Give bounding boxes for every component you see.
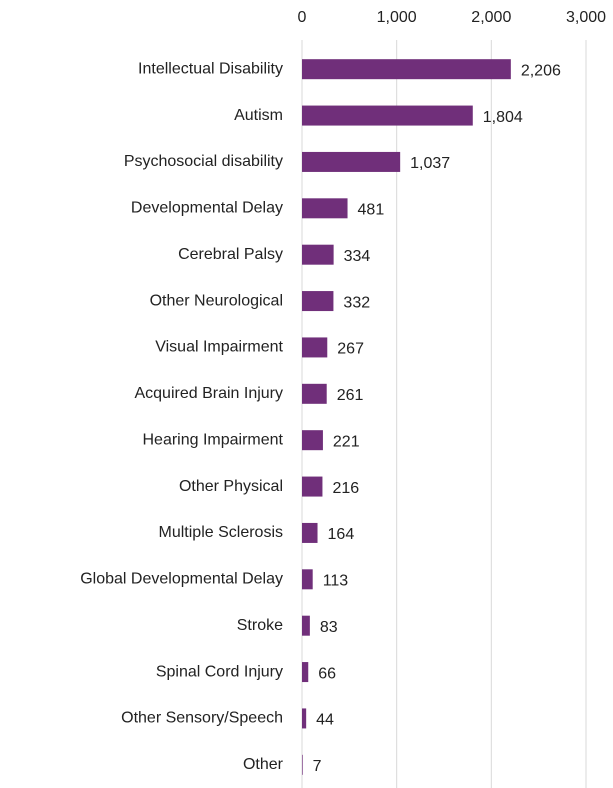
category-label: Visual Impairment [155,339,283,356]
bar [302,337,328,358]
x-tick-label: 1,000 [377,9,417,26]
category-label: Other Sensory/Speech [121,710,283,727]
value-label: 7 [313,758,322,775]
value-label: 216 [332,480,359,497]
category-label: Other Physical [179,478,283,495]
value-label: 1,804 [483,109,523,126]
category-label: Intellectual Disability [138,60,283,77]
value-label: 83 [320,619,338,636]
category-label: Developmental Delay [131,200,283,217]
value-label: 334 [344,248,371,265]
bar [302,615,310,636]
value-label: 113 [323,573,349,590]
bar [302,522,318,543]
category-label: Spinal Cord Injury [156,663,283,680]
value-label: 44 [316,712,334,729]
value-label: 1,037 [410,155,450,172]
bar [302,59,511,80]
value-label: 332 [343,294,370,311]
bar [302,569,313,590]
x-tick-label: 2,000 [471,9,511,26]
category-label: Other Neurological [150,292,283,309]
bar [302,662,309,683]
category-label: Multiple Sclerosis [159,524,283,541]
x-tick-label: 0 [298,9,307,26]
bar [302,430,323,451]
value-label: 267 [337,341,364,358]
bar [302,476,323,497]
value-label: 481 [358,202,385,219]
bar [302,291,334,312]
value-label: 261 [337,387,364,404]
value-label: 66 [318,665,336,682]
bar [302,151,401,172]
bar [302,708,307,729]
value-label: 2,206 [521,62,561,79]
category-label: Stroke [237,617,283,634]
category-label: Cerebral Palsy [178,246,283,263]
x-tick-label: 3,000 [566,9,606,26]
category-label: Hearing Impairment [143,431,284,448]
bar [302,198,348,219]
value-label: 164 [328,526,355,543]
bar [302,244,334,265]
value-label: 221 [333,433,360,450]
category-label: Other [243,756,284,773]
category-label: Acquired Brain Injury [134,385,283,402]
bar [302,754,303,775]
category-label: Autism [234,107,283,124]
bar [302,383,327,404]
category-label: Global Developmental Delay [80,571,283,588]
category-label: Psychosocial disability [124,153,283,170]
bar [302,105,473,126]
